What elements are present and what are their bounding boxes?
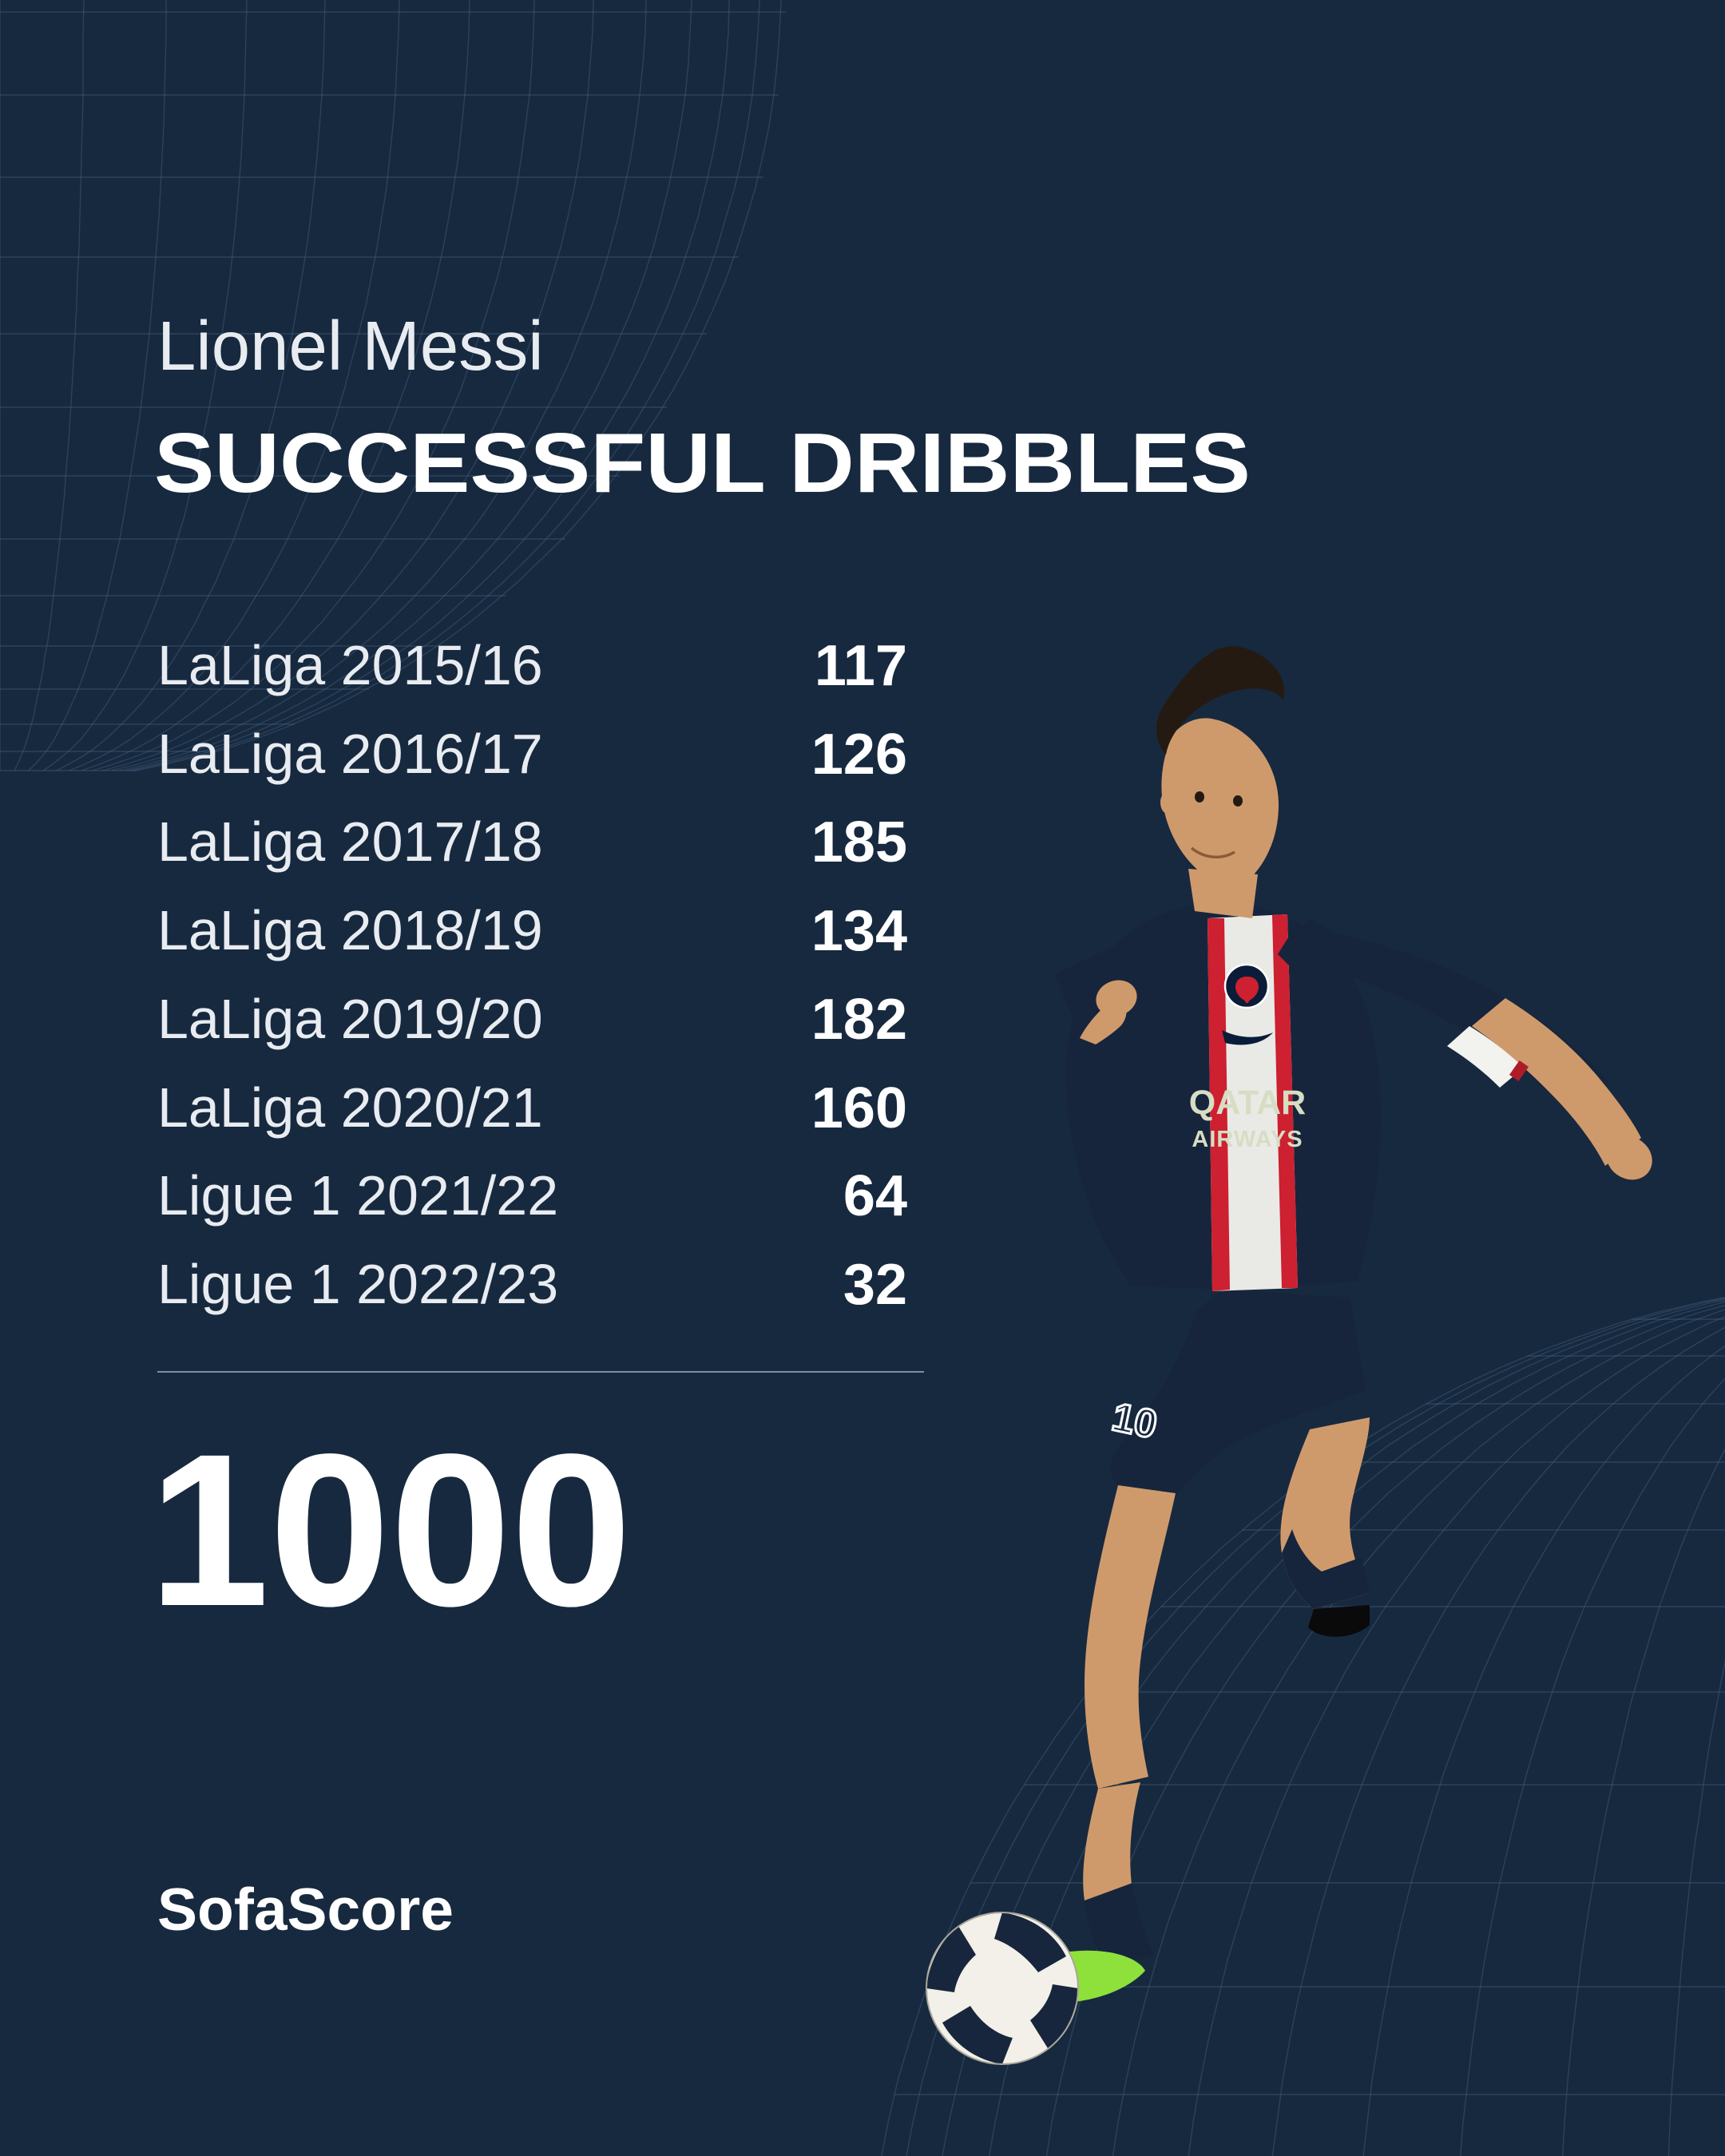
svg-text:10: 10 — [1108, 1394, 1161, 1447]
